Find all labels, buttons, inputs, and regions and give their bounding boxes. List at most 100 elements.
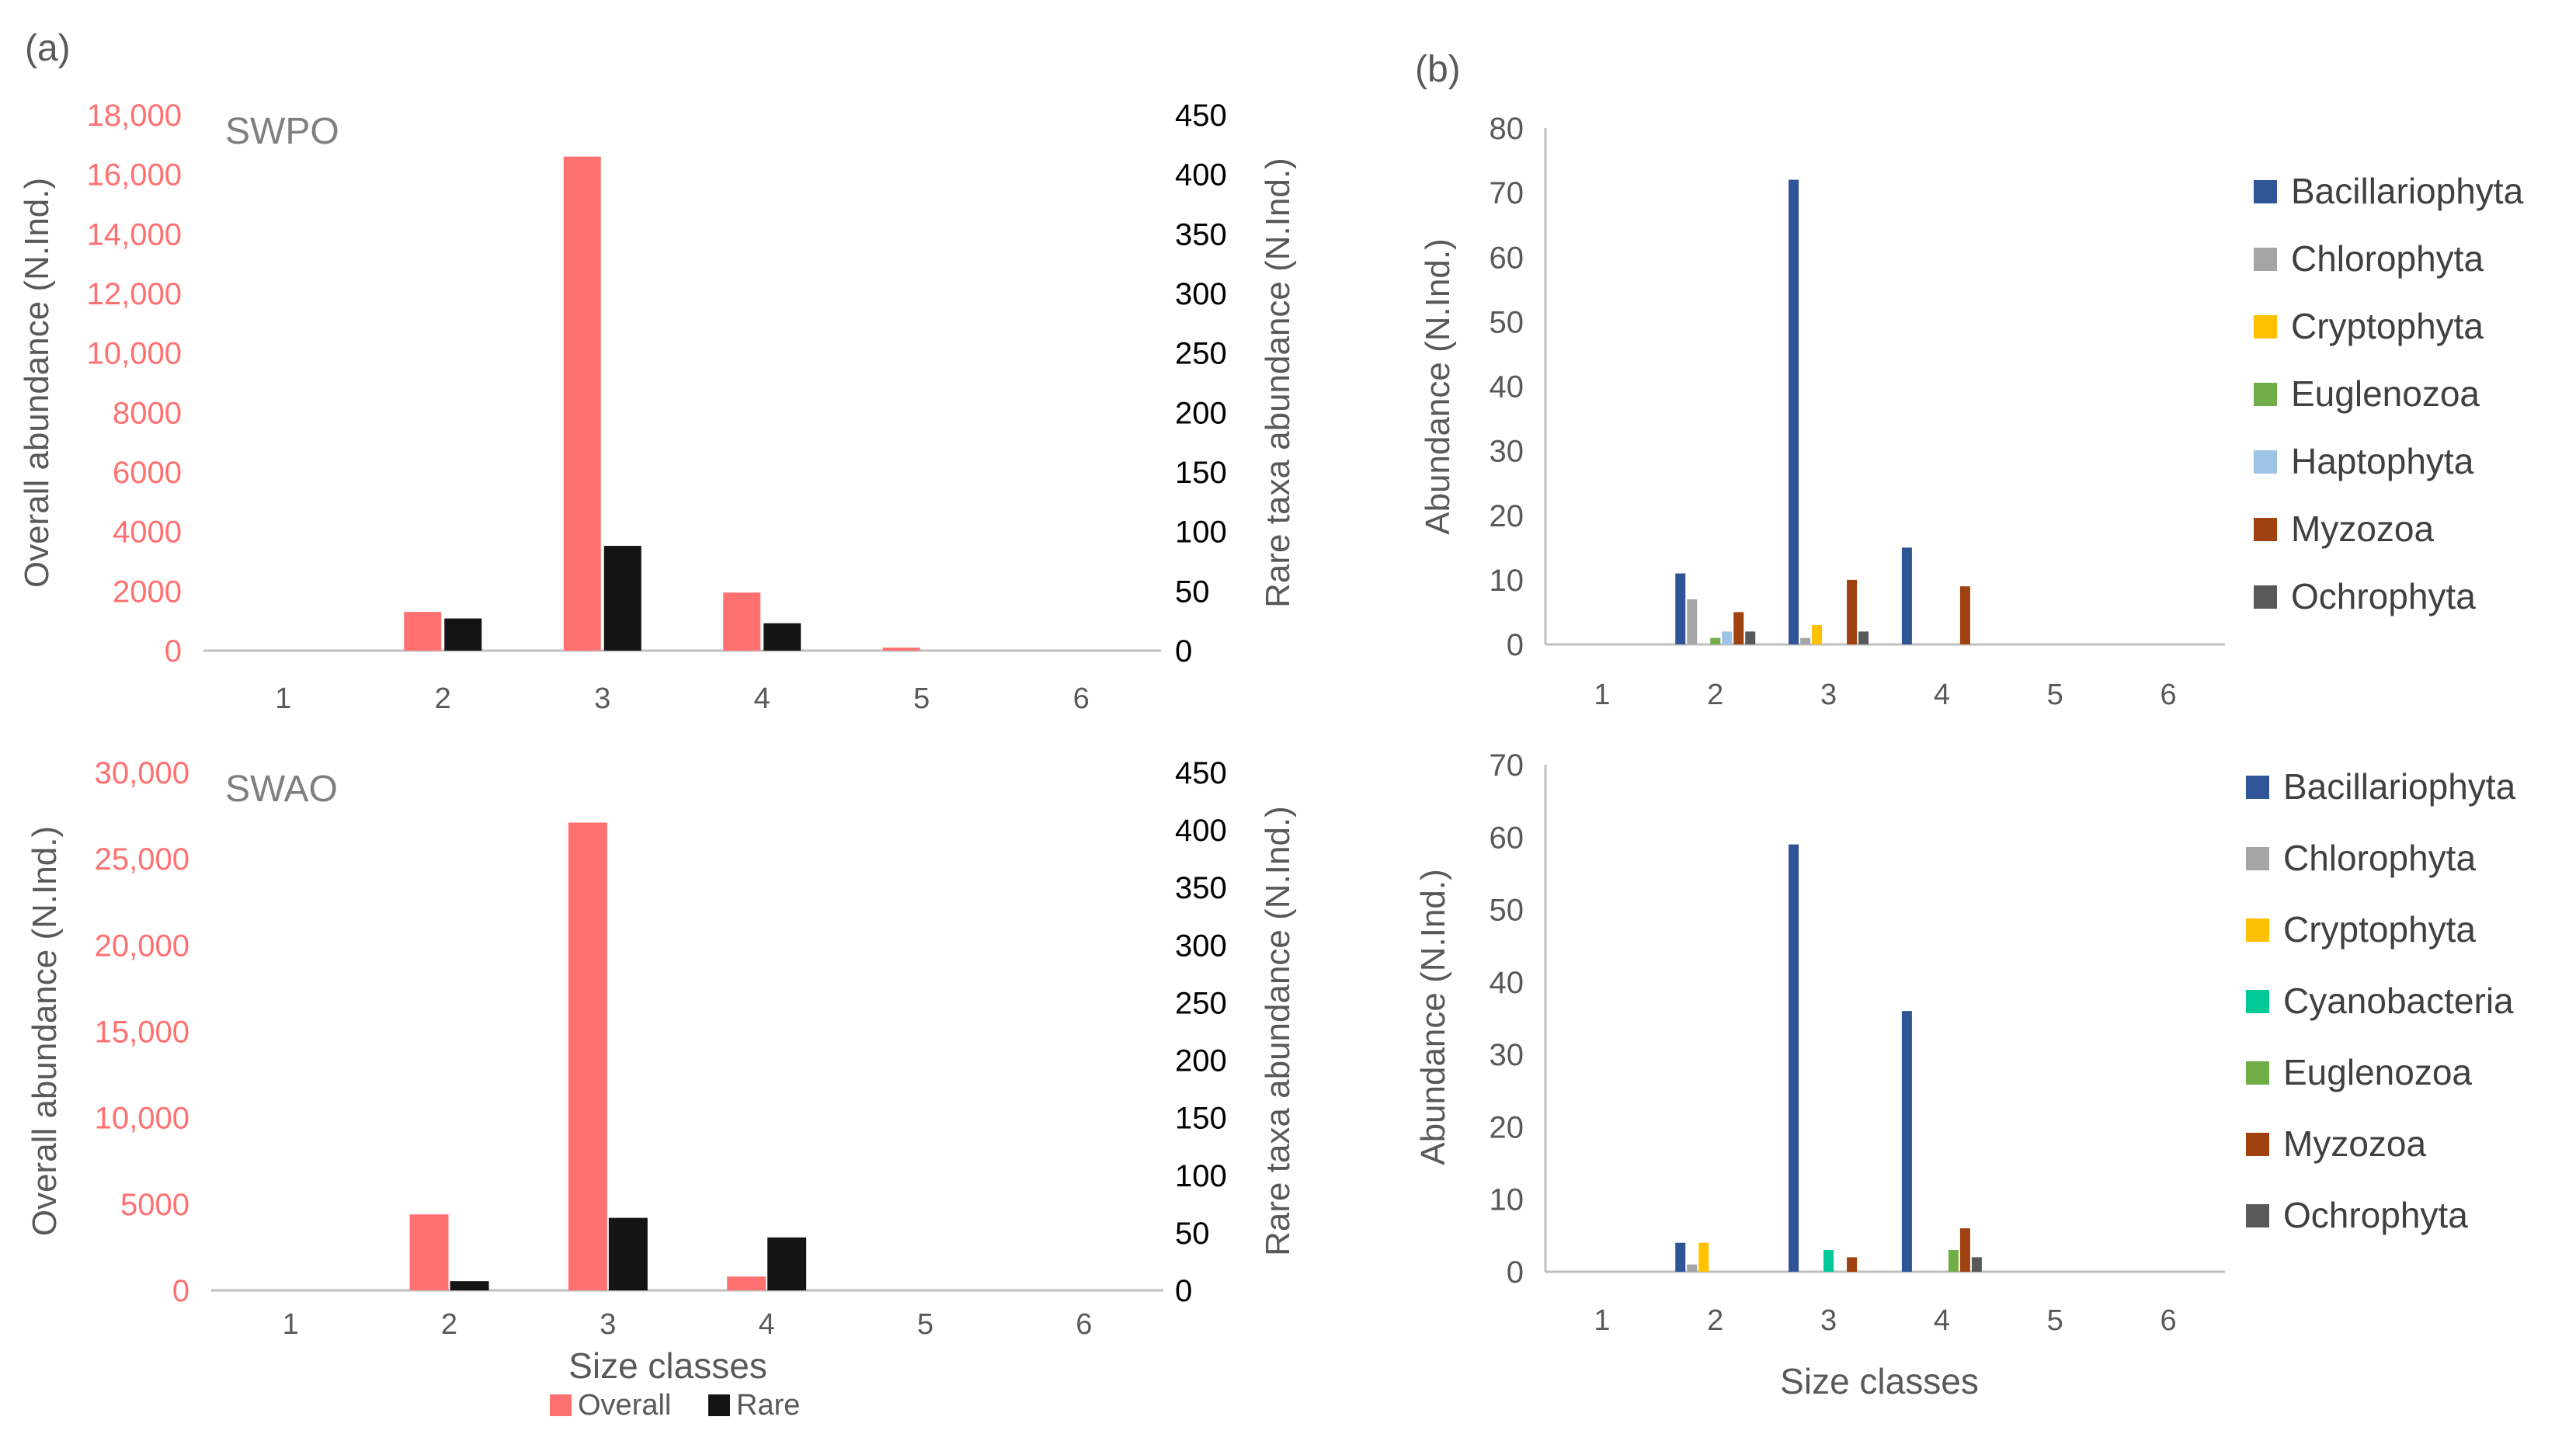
- b-bottom-ylabel-left: Abundance (N.Ind.): [1414, 869, 1452, 1165]
- b-bottom-legend-swatch-euglenozoa: [2246, 1061, 2269, 1085]
- b-top-legend-swatch-myzozoa: [2254, 518, 2277, 541]
- a-top-ytick-right: 350: [1175, 217, 1227, 252]
- a-bottom-xtick: 1: [283, 1308, 299, 1341]
- a-top-ytick-left: 0: [165, 634, 182, 668]
- a-bottom-bar-rare-2: [450, 1281, 489, 1290]
- a-top-ylabel-right: Rare taxa abundance (N.Ind.): [1259, 158, 1297, 608]
- b-bottom-ytick-left: 10: [1490, 1183, 1524, 1217]
- a-bottom-ytick-left: 20,000: [95, 929, 189, 963]
- b-bottom-legend-label: Ochrophyta: [2283, 1195, 2468, 1235]
- b-top-legend-swatch-chlorophyta: [2254, 248, 2277, 271]
- a-bottom-xtick: 6: [1076, 1308, 1092, 1341]
- a-top-xtick: 4: [754, 682, 770, 715]
- b-bottom-legend-swatch-bacillariophyta: [2246, 776, 2269, 799]
- b-bottom-xlabel: Size classes: [1780, 1361, 1979, 1401]
- b-bottom-xtick: 1: [1594, 1304, 1610, 1337]
- b-bottom-xtick: 5: [2047, 1304, 2063, 1337]
- a-bottom-legend-swatch-overall: [550, 1394, 572, 1416]
- b-bottom-legend-label: Cyanobacteria: [2283, 981, 2514, 1021]
- b-top-legend-label: Myzozoa: [2291, 509, 2434, 549]
- a-top-ytick-left: 2000: [113, 575, 182, 609]
- a-top-ytick-left: 10,000: [87, 337, 182, 371]
- a-bottom-ytick-right: 150: [1175, 1102, 1227, 1136]
- b-top-ytick-left: 70: [1490, 176, 1524, 210]
- b-bottom-ytick-left: 40: [1490, 966, 1524, 1000]
- a-top-ytick-left: 14,000: [87, 217, 182, 252]
- b-bottom-bar-myzozoa-4: [1960, 1228, 1970, 1272]
- a-top-bar-rare-3: [604, 546, 641, 651]
- b-top-legend-swatch-euglenozoa: [2254, 383, 2277, 406]
- a-bottom-xtick: 3: [600, 1308, 616, 1341]
- b-top-ytick-left: 0: [1507, 628, 1524, 662]
- a-top-ylabel-left: Overall abundance (N.Ind.): [18, 178, 56, 588]
- a-top-ytick-right: 250: [1175, 337, 1227, 371]
- b-top-bar-ochrophyta-3: [1858, 631, 1869, 644]
- b-top-bar-myzozoa-2: [1733, 612, 1743, 644]
- b-top-legend-swatch-bacillariophyta: [2254, 180, 2277, 203]
- b-bottom-legend-swatch-cryptophyta: [2246, 918, 2269, 942]
- a-bottom-ytick-right: 350: [1175, 871, 1227, 905]
- a-bottom-xtick: 5: [917, 1308, 933, 1341]
- a-top-ytick-right: 450: [1175, 99, 1227, 133]
- b-top-legend-label: Ochrophyta: [2291, 576, 2476, 616]
- a-top-ytick-left: 4000: [113, 516, 182, 550]
- b-top-legend-label: Chlorophyta: [2291, 238, 2484, 279]
- a-top-ytick-right: 400: [1175, 158, 1227, 193]
- b-top-bar-myzozoa-3: [1847, 580, 1857, 644]
- b-top-bar-cryptophyta-3: [1812, 625, 1822, 644]
- a-bottom-ytick-right: 0: [1175, 1274, 1192, 1308]
- a-top-bar-overall-5: [883, 648, 920, 651]
- a-bottom-ylabel-left: Overall abundance (N.Ind.): [26, 826, 64, 1236]
- b-top-xtick: 6: [2161, 679, 2177, 711]
- figure-svg: (a) (b) 0200040006000800010,00012,00014,…: [0, 0, 2576, 1437]
- a-bottom-ytick-right: 250: [1175, 986, 1227, 1020]
- b-bottom-bar-ochrophyta-4: [1972, 1257, 1982, 1272]
- b-bottom-bar-myzozoa-3: [1847, 1257, 1857, 1272]
- b-bottom-legend-label: Bacillariophyta: [2283, 766, 2516, 807]
- b-top-ylabel-left: Abundance (N.Ind.): [1419, 238, 1457, 535]
- b-bottom-xtick: 4: [1934, 1304, 1950, 1337]
- b-top-legend-swatch-haptophyta: [2254, 450, 2277, 474]
- b-bottom-bar-euglenozoa-4: [1949, 1250, 1959, 1272]
- a-bottom-xtick: 4: [759, 1308, 775, 1341]
- a-bottom-ytick-right: 400: [1175, 814, 1227, 848]
- b-top-bar-bacillariophyta-4: [1902, 547, 1912, 644]
- b-bottom-ytick-left: 0: [1507, 1255, 1524, 1290]
- b-top-legend-swatch-cryptophyta: [2254, 315, 2277, 339]
- b-top-xtick: 4: [1934, 679, 1950, 711]
- b-top-ytick-left: 30: [1490, 435, 1524, 469]
- a-bottom-ytick-right: 450: [1175, 756, 1227, 790]
- a-top-bar-rare-2: [444, 619, 481, 651]
- b-bottom-xtick: 3: [1820, 1304, 1837, 1337]
- b-bottom-ytick-left: 20: [1490, 1110, 1524, 1144]
- b-top-ytick-left: 40: [1490, 370, 1524, 405]
- a-top-ytick-right: 300: [1175, 277, 1227, 311]
- b-top-legend-label: Haptophyta: [2291, 441, 2474, 481]
- b-top-bar-myzozoa-4: [1960, 586, 1970, 644]
- b-top-bar-chlorophyta-2: [1687, 599, 1697, 644]
- a-bottom-legend-swatch-rare: [708, 1394, 730, 1416]
- a-bottom-ytick-left: 10,000: [95, 1102, 189, 1136]
- a-top-bar-overall-3: [564, 157, 601, 651]
- a-bottom-ytick-right: 200: [1175, 1044, 1227, 1078]
- b-bottom-bar-bacillariophyta-4: [1902, 1011, 1912, 1272]
- a-top-bar-overall-2: [404, 612, 441, 651]
- b-bottom-legend-label: Euglenozoa: [2283, 1052, 2472, 1092]
- b-top-ytick-left: 10: [1490, 564, 1524, 598]
- a-top-bar-rare-4: [763, 623, 801, 651]
- b-bottom-legend-swatch-chlorophyta: [2246, 847, 2269, 870]
- panel-label-a: (a): [25, 28, 71, 69]
- b-top-legend-swatch-ochrophyta: [2254, 585, 2277, 609]
- a-bottom-ytick-right: 300: [1175, 929, 1227, 963]
- a-top-xtick: 3: [594, 682, 610, 715]
- b-top-legend-label: Euglenozoa: [2291, 373, 2480, 414]
- a-top-ytick-left: 16,000: [87, 158, 182, 193]
- a-bottom-ytick-left: 5000: [120, 1188, 189, 1222]
- figure: (a) (b) 0 2000 4000 6000 8000 10,000 12,000 14,…: [0, 0, 2576, 1437]
- b-top-ytick-left: 80: [1490, 112, 1524, 146]
- a-top-ytick-left: 8000: [113, 396, 182, 430]
- a-bottom-legend-label: Overall: [578, 1389, 671, 1422]
- b-top-legend-label: Cryptophyta: [2291, 306, 2484, 346]
- a-bottom-ytick-left: 25,000: [95, 842, 189, 877]
- b-top-xtick: 1: [1594, 679, 1610, 711]
